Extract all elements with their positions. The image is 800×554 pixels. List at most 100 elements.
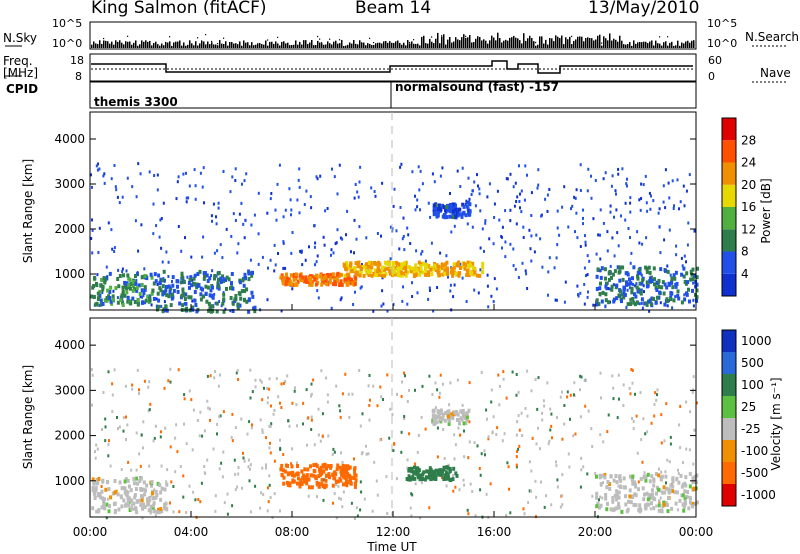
scatter-cell <box>607 413 610 417</box>
nsky-bar <box>519 40 521 48</box>
scatter-cell <box>226 512 229 516</box>
nsky-bar <box>573 40 575 48</box>
scatter-cell <box>278 163 281 167</box>
feature-cell <box>129 301 133 306</box>
feature-cell <box>159 497 163 502</box>
feature-cell <box>419 267 423 272</box>
feature-cell <box>369 261 373 265</box>
scatter-cell <box>612 283 615 287</box>
nsearch-dot <box>223 37 225 39</box>
scatter-cell <box>330 253 332 257</box>
feature-cell <box>388 269 392 274</box>
scatter-cell <box>276 182 279 186</box>
feature-cell <box>688 484 692 489</box>
scatter-cell <box>424 259 427 263</box>
scatter-cell <box>516 450 519 453</box>
scatter-cell <box>389 407 392 411</box>
feature-cell <box>607 277 611 282</box>
feature-cell <box>432 203 436 208</box>
feature-cell <box>625 280 628 285</box>
nsky-bar <box>115 40 117 48</box>
feature-cell <box>650 279 654 283</box>
scatter-cell <box>234 488 237 492</box>
scatter-cell <box>266 509 269 513</box>
feature-cell <box>443 213 446 217</box>
feature-cell <box>467 266 471 271</box>
feature-cell <box>126 478 130 483</box>
scatter-cell <box>515 463 518 467</box>
scatter-cell <box>249 396 252 400</box>
nsky-bar <box>113 44 115 48</box>
feature-cell <box>196 272 200 276</box>
nsky-bar <box>633 40 635 48</box>
feature-cell <box>304 278 308 283</box>
scatter-cell <box>543 404 546 408</box>
scatter-cell <box>310 394 312 398</box>
feature-cell <box>631 481 635 486</box>
scatter-cell <box>544 197 547 201</box>
scatter-cell <box>198 434 201 438</box>
feature-cell <box>652 297 655 301</box>
scatter-cell <box>522 225 525 229</box>
feature-cell <box>172 288 176 293</box>
feature-cell <box>468 209 472 214</box>
velocity-colorbar-swatch <box>722 484 736 506</box>
scatter-cell <box>509 219 512 223</box>
scatter-cell <box>663 439 666 443</box>
feature-cell <box>129 282 133 286</box>
scatter-cell <box>266 401 269 405</box>
scatter-cell <box>279 438 281 442</box>
feature-cell <box>207 308 211 313</box>
scatter-cell <box>509 208 512 212</box>
scatter-cell <box>561 494 564 498</box>
nsky-bar <box>461 37 463 48</box>
feature-cell <box>151 491 154 496</box>
scatter-cell <box>608 287 611 291</box>
scatter-cell <box>286 374 289 378</box>
feature-cell <box>340 467 344 472</box>
feature-cell <box>157 298 161 303</box>
feature-cell <box>229 296 233 300</box>
scatter-cell <box>231 175 234 179</box>
scatter-cell <box>103 181 106 185</box>
feature-cell <box>336 463 340 468</box>
feature-cell <box>446 473 450 478</box>
feature-cell <box>441 468 444 473</box>
feature-cell <box>466 260 470 265</box>
feature-cell <box>143 274 147 278</box>
nsky-bar <box>591 38 593 48</box>
feature-cell <box>304 477 308 482</box>
scatter-cell <box>220 461 223 465</box>
scatter-cell <box>512 264 515 268</box>
scatter-cell <box>465 300 468 303</box>
feature-cell <box>96 297 100 301</box>
feature-cell <box>208 305 212 310</box>
feature-cell <box>251 294 255 299</box>
x-tick-label: 08:00 <box>275 525 310 539</box>
feature-cell <box>184 292 188 297</box>
feature-cell <box>135 476 139 481</box>
feature-cell <box>310 485 314 490</box>
feature-cell <box>675 490 679 495</box>
scatter-cell <box>284 266 287 270</box>
scatter-cell <box>693 428 696 432</box>
feature-cell <box>127 503 131 508</box>
feature-cell <box>378 268 382 273</box>
scatter-cell <box>514 181 517 185</box>
scatter-cell <box>547 270 550 274</box>
feature-cell <box>632 503 636 507</box>
scatter-cell <box>649 507 652 511</box>
scatter-cell <box>243 236 246 240</box>
feature-cell <box>247 298 251 303</box>
nsky-bar <box>473 42 475 48</box>
scatter-cell <box>502 370 505 374</box>
scatter-cell <box>259 506 262 510</box>
scatter-cell <box>169 380 172 384</box>
scatter-cell <box>395 477 398 481</box>
scatter-cell <box>673 204 675 208</box>
scatter-cell <box>113 164 116 167</box>
feature-cell <box>94 302 98 307</box>
scatter-cell <box>479 473 482 477</box>
scatter-cell <box>115 188 118 192</box>
scatter-cell <box>296 424 298 428</box>
